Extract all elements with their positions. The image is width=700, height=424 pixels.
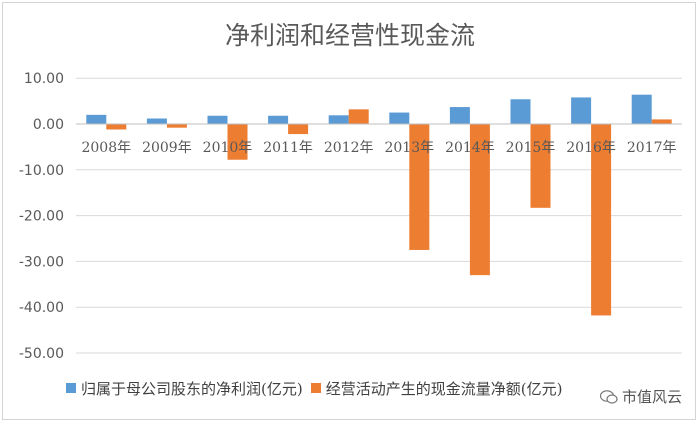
y-tick-label: -20.00 xyxy=(19,209,64,225)
x-tick-label: 2013年 xyxy=(384,140,434,156)
bar-net-profit xyxy=(449,107,470,124)
bar-operating-cash-flow xyxy=(288,124,309,135)
y-tick-label: -30.00 xyxy=(19,254,64,270)
y-axis: 10.00 0.00 -10.00 -20.00 -30.00 -40.00 -50.00 xyxy=(19,71,64,362)
bar-net-profit xyxy=(510,99,531,124)
x-tick-label: 2012年 xyxy=(324,140,374,156)
y-tick-label: -50.00 xyxy=(19,346,64,362)
x-tick-label: 2009年 xyxy=(142,140,192,156)
y-tick-label: -40.00 xyxy=(19,300,64,316)
legend-swatch-operating-cash-flow xyxy=(310,383,321,393)
legend-label-net-profit: 归属于母公司股东的净利润(亿元) xyxy=(81,379,303,398)
bar-net-profit xyxy=(268,115,289,124)
x-tick-label: 2010年 xyxy=(203,140,253,156)
x-tick-label: 2008年 xyxy=(81,140,131,156)
bar-net-profit xyxy=(389,112,410,124)
bar-operating-cash-flow xyxy=(469,124,490,276)
bar-operating-cash-flow xyxy=(227,124,248,160)
bar-operating-cash-flow xyxy=(651,119,672,124)
bar-operating-cash-flow xyxy=(409,124,430,250)
y-tick-label: 10.00 xyxy=(24,71,64,87)
bars xyxy=(86,94,672,316)
y-tick-label: 0.00 xyxy=(33,117,64,133)
x-tick-label: 2014年 xyxy=(445,140,495,156)
legend: 归属于母公司股东的净利润(亿元) 经营活动产生的现金流量净额(亿元) xyxy=(66,378,570,398)
bar-net-profit xyxy=(86,114,107,124)
legend-swatch-net-profit xyxy=(66,383,76,393)
chart-frame xyxy=(2,2,696,420)
watermark-text: 市值风云 xyxy=(621,388,682,406)
watermark: 市值风云 xyxy=(599,386,682,407)
bar-net-profit xyxy=(328,115,349,124)
bar-operating-cash-flow xyxy=(591,124,612,316)
legend-item-net-profit: 归属于母公司股东的净利润(亿元) xyxy=(66,378,303,399)
bar-net-profit xyxy=(146,118,167,124)
x-tick-label: 2011年 xyxy=(263,140,313,156)
y-tick-label: -10.00 xyxy=(19,163,64,179)
bar-operating-cash-flow xyxy=(106,124,127,130)
bar-operating-cash-flow xyxy=(530,124,551,208)
legend-label-operating-cash-flow: 经营活动产生的现金流量净额(亿元) xyxy=(325,379,563,398)
wechat-icon xyxy=(599,389,618,404)
legend-item-operating-cash-flow: 经营活动产生的现金流量净额(亿元) xyxy=(310,378,563,399)
bar-operating-cash-flow xyxy=(166,124,187,128)
x-axis: 2008年 2009年 2010年 2011年 2012年 2013年 2014年 2015年… xyxy=(76,123,682,156)
chart-title: 净利润和经营性现金流 xyxy=(224,21,475,50)
x-tick-label: 2015年 xyxy=(506,140,556,156)
bar-net-profit xyxy=(207,115,228,124)
x-tick-label: 2016年 xyxy=(566,140,616,156)
bar-net-profit xyxy=(571,97,592,124)
bar-net-profit xyxy=(631,94,652,124)
bar-operating-cash-flow xyxy=(348,109,369,124)
x-tick-label: 2017年 xyxy=(627,140,677,156)
